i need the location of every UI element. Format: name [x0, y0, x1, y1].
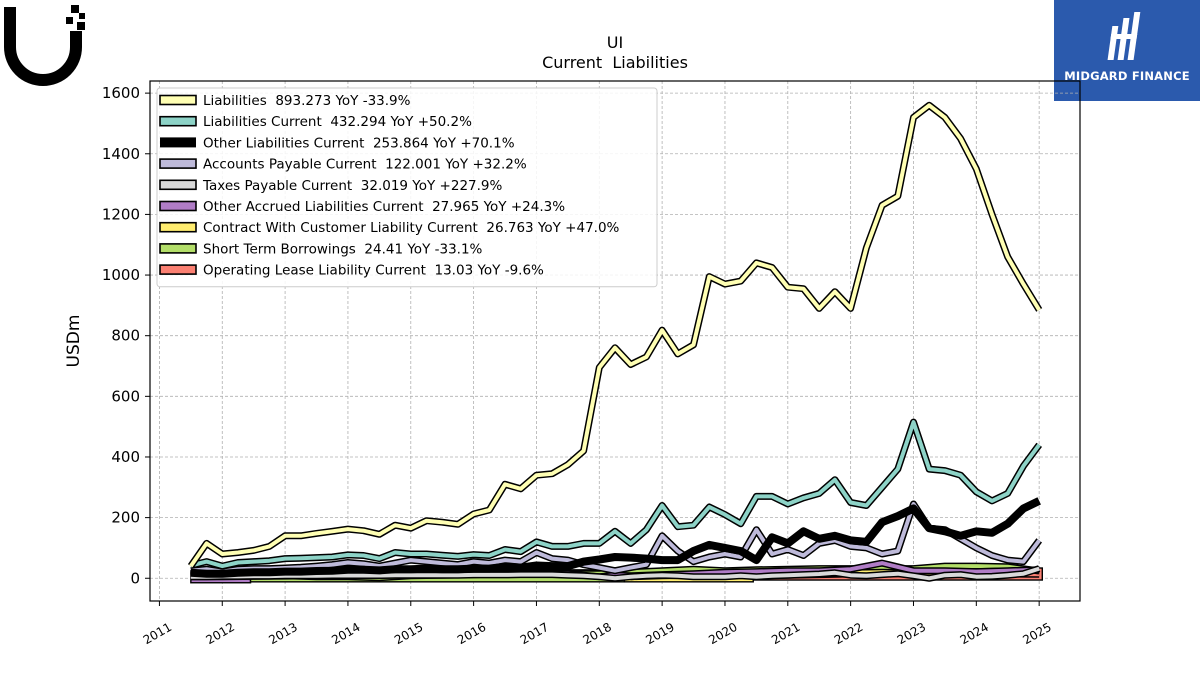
y-tick-label: 1600: [102, 84, 140, 102]
series-line: [190, 420, 1041, 569]
series-line-group: [190, 565, 1041, 582]
legend-swatch: [160, 137, 196, 148]
legend-swatch: [159, 200, 197, 212]
series-line: [190, 566, 1040, 581]
x-tick-label: 2021: [769, 620, 802, 647]
x-tick-label: 2012: [204, 620, 237, 647]
y-tick-label: 1200: [102, 205, 140, 223]
series-line-group: [187, 101, 1043, 569]
x-tick-label: 2016: [455, 620, 488, 647]
legend-label: Liabilities 893.273 YoY -33.9%: [203, 93, 411, 109]
x-tick-label: 2015: [392, 620, 425, 647]
x-tick-label: 2019: [643, 620, 676, 647]
x-tick-label: 2014: [329, 620, 362, 647]
legend-swatch: [159, 264, 197, 275]
legend-swatch: [159, 221, 197, 233]
series-line: [189, 103, 1041, 568]
y-tick-label: 0: [130, 569, 140, 587]
y-tick-label: 200: [111, 509, 140, 527]
series-line: [190, 497, 1041, 578]
legend-label: Taxes Payable Current 32.019 YoY +227.9%: [202, 178, 502, 194]
x-tick-label: 2011: [141, 620, 174, 647]
x-tick-label: 2022: [832, 620, 865, 647]
legend-label: Contract With Customer Liability Current…: [203, 220, 620, 236]
series-line-group: [190, 497, 1041, 578]
y-tick-label: 1400: [102, 145, 140, 163]
x-axis: 2011 2012 2013 2014 2015 2016 2017 2018 2019 2020…: [141, 601, 1054, 647]
series-lines: [187, 101, 1043, 582]
legend-label: Short Term Borrowings 24.41 YoY -33.1%: [203, 241, 483, 257]
legend: Liabilities 893.273 YoY -33.9% Liabilitie…: [156, 87, 658, 288]
legend-label: Other Liabilities Current 253.864 YoY +7…: [203, 135, 515, 151]
legend-swatch: [159, 179, 197, 191]
y-axis-label: USDm: [64, 315, 84, 368]
y-tick-label: 800: [111, 327, 140, 345]
legend-label: Liabilities Current 432.294 YoY +50.2%: [203, 114, 472, 130]
legend-box: [156, 87, 658, 288]
x-tick-label: 2025: [1020, 620, 1053, 647]
x-tick-label: 2013: [266, 620, 299, 647]
plot-frame: [149, 80, 1081, 602]
legend-swatch: [159, 243, 197, 254]
x-tick-label: 2024: [958, 620, 991, 647]
y-tick-label: 1000: [102, 266, 140, 284]
x-tick-label: 2017: [518, 620, 551, 647]
legend-swatch: [159, 115, 197, 127]
legend-label: Accounts Payable Current 122.001 YoY +32…: [203, 157, 527, 173]
legend-swatch: [159, 94, 197, 106]
x-tick-label: 2023: [895, 620, 928, 647]
series-line-outline: [189, 418, 1043, 570]
brand-name: MIDGARD FINANCE: [1064, 69, 1190, 83]
chart-subtitle: Current Liabilities: [542, 53, 688, 72]
y-axis: 0 200 400 600 800 1000 1200 1400 1600: [102, 84, 150, 587]
legend-label: Operating Lease Liability Current 13.03 …: [203, 263, 544, 279]
ui-logo: [3, 5, 86, 87]
legend-swatch: [159, 158, 197, 169]
legend-label: Other Accrued Liabilities Current 27.965…: [203, 199, 565, 215]
chart-title: UI: [606, 33, 624, 52]
series-line-group: [190, 500, 1043, 576]
x-tick-label: 2020: [706, 620, 739, 647]
x-tick-label: 2018: [581, 620, 614, 647]
y-tick-label: 600: [111, 387, 140, 405]
series-line-group: [189, 418, 1043, 570]
brand-logo: MIDGARD FINANCE: [1054, 0, 1200, 101]
series-line: [190, 502, 1041, 574]
y-tick-label: 400: [111, 448, 140, 466]
midgard-emblem-icon: [1107, 12, 1141, 60]
